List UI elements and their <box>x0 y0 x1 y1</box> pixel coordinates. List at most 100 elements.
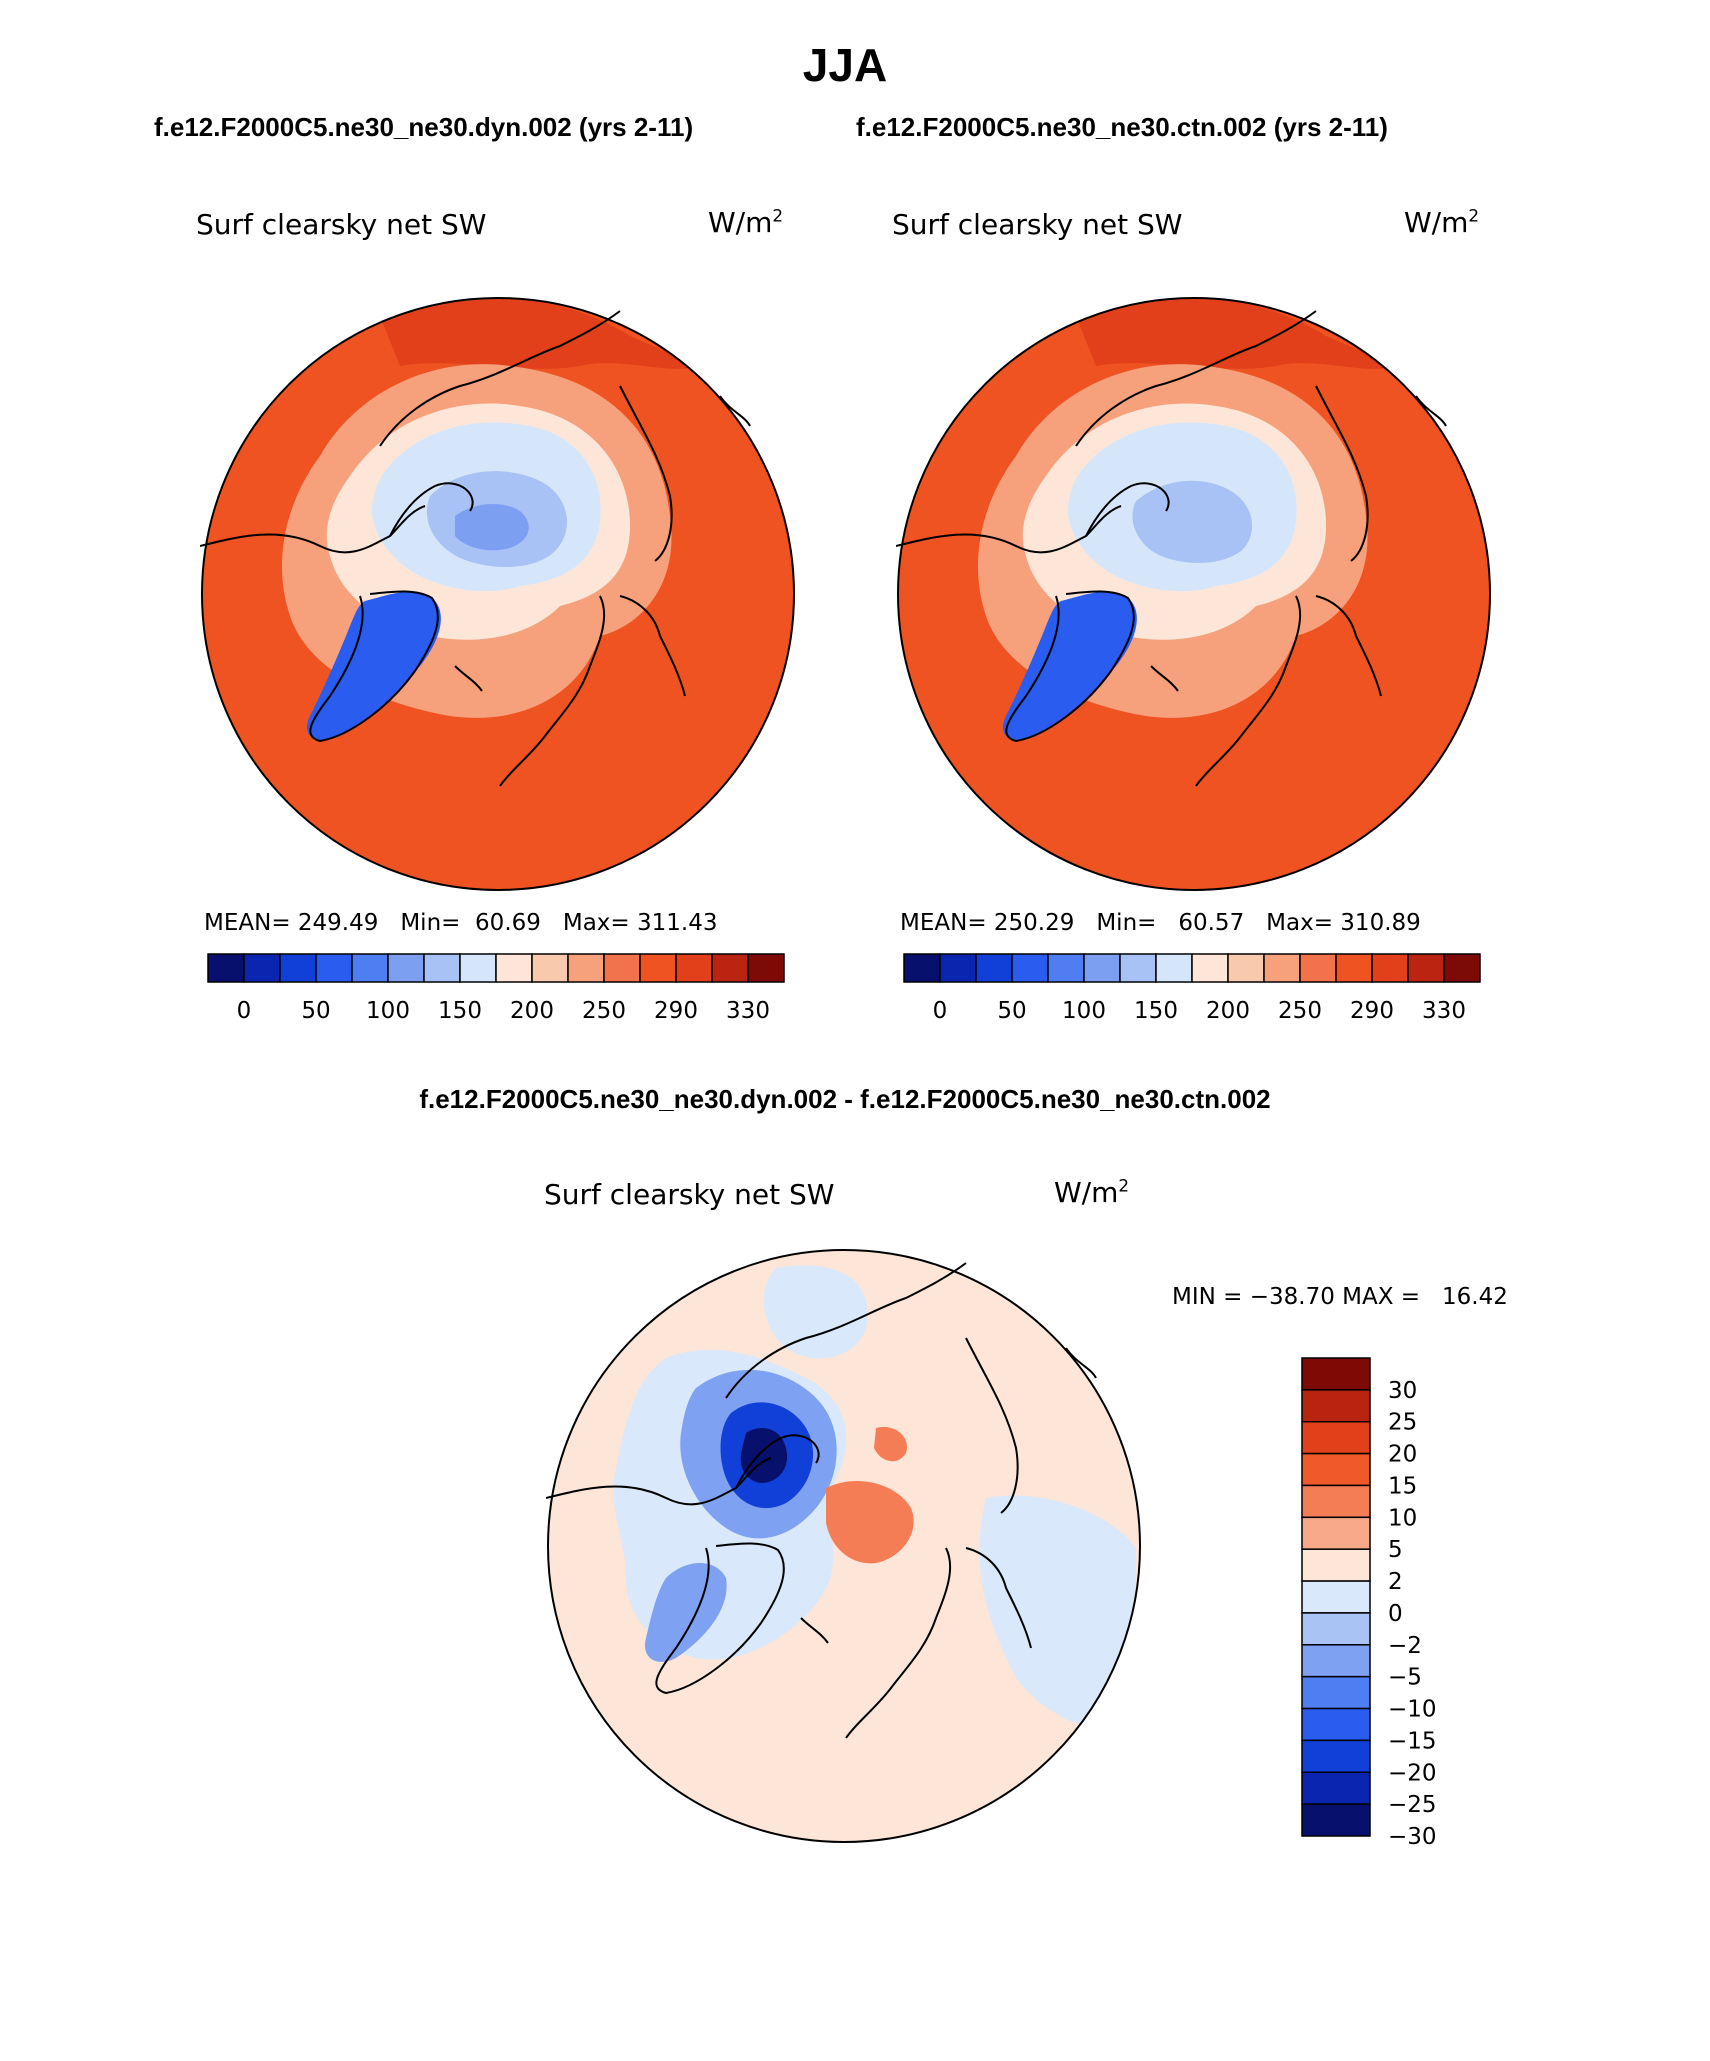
panel1-polar-map <box>200 297 795 891</box>
panel2-coastlines <box>896 310 1447 787</box>
colorbar-box <box>1301 1580 1371 1614</box>
panel2-max-value: 310.89 <box>1340 910 1421 936</box>
panel1-colorbar: 0 50 100 150 200 250 290 330 <box>207 953 785 1024</box>
panel2-polar-map <box>896 297 1491 891</box>
colorbar-tick-label: 150 <box>1134 998 1178 1024</box>
colorbar-box <box>1301 1357 1371 1391</box>
diff-field-light-blue-3 <box>979 1495 1136 1731</box>
colorbar-box <box>1301 1389 1371 1423</box>
colorbar-box <box>1301 1803 1371 1837</box>
panel1-mean-label: MEAN= <box>204 910 291 936</box>
colorbar-box <box>1301 1612 1371 1646</box>
colorbar-box <box>1083 953 1121 983</box>
colorbar-tick-label: 30 <box>1388 1378 1417 1404</box>
colorbar-tick-label: 15 <box>1388 1473 1417 1499</box>
panel1-min-label: Min= <box>400 910 461 936</box>
colorbar-box <box>243 953 281 983</box>
colorbar-tick-label: −25 <box>1388 1792 1437 1818</box>
colorbar-box <box>1301 1548 1371 1582</box>
colorbar-tick-label: −20 <box>1388 1760 1437 1786</box>
colorbar-box <box>1263 953 1301 983</box>
colorbar-tick-label: 290 <box>654 998 698 1024</box>
colorbar-box <box>747 953 785 983</box>
colorbar-tick-label: −30 <box>1388 1824 1437 1846</box>
colorbar-box <box>207 953 245 983</box>
panel2-colorbar: 0 50 100 150 200 250 290 330 <box>903 953 1481 1024</box>
colorbar-box <box>495 953 533 983</box>
colorbar-box <box>1191 953 1229 983</box>
colorbar-box <box>1011 953 1049 983</box>
colorbar-tick-label: −10 <box>1388 1697 1437 1723</box>
diff-units-base: W/m <box>1054 1176 1119 1209</box>
diff-field-red-2 <box>874 1427 907 1462</box>
colorbar-tick-label: 50 <box>301 998 330 1024</box>
colorbar-tick-label: 50 <box>997 998 1026 1024</box>
colorbar-tick-label: −2 <box>1388 1633 1422 1659</box>
colorbar-box <box>1301 1484 1371 1519</box>
panel1-variable-label: Surf clearsky net SW <box>196 208 487 241</box>
diff-coastlines <box>546 1262 1097 1739</box>
colorbar-box <box>1301 1739 1371 1774</box>
colorbar-tick-label: 5 <box>1388 1537 1403 1563</box>
colorbar-box <box>1335 953 1373 983</box>
colorbar-box <box>1301 1675 1371 1710</box>
panel2-units: W/m2 <box>1404 206 1479 239</box>
colorbar-box <box>603 953 641 983</box>
colorbar-box <box>711 953 749 983</box>
panel2-min-value: 60.57 <box>1178 910 1245 936</box>
panel1-stats: MEAN= 249.49 Min= 60.69 Max= 311.43 <box>204 910 717 936</box>
colorbar-tick-label: 0 <box>1388 1601 1403 1627</box>
colorbar-box <box>1301 1420 1371 1455</box>
page-title: JJA <box>802 39 888 91</box>
colorbar-box <box>279 953 317 983</box>
colorbar-tick-label: 250 <box>1278 998 1322 1024</box>
panel1-units-base: W/m <box>708 206 773 239</box>
colorbar-tick-label: 290 <box>1350 998 1394 1024</box>
colorbar-tick-label: 200 <box>1206 998 1250 1024</box>
panel2-field-ice2 <box>1132 480 1253 563</box>
colorbar-tick-label: 10 <box>1388 1505 1417 1531</box>
colorbar-box <box>1371 953 1409 983</box>
colorbar-tick-label: −5 <box>1388 1665 1422 1691</box>
colorbar-box <box>423 953 461 983</box>
panel2-min-label: Min= <box>1096 910 1157 936</box>
panel2-field-dark-band <box>1076 298 1396 369</box>
colorbar-box <box>675 953 713 983</box>
colorbar-box <box>1155 953 1193 983</box>
colorbar-box <box>315 953 353 983</box>
panel2-greenland <box>1002 591 1137 740</box>
panel1-field-ice3 <box>455 504 529 551</box>
panel1-units-exponent: 2 <box>772 205 784 226</box>
diff-map-border <box>547 1249 1141 1843</box>
colorbar-box <box>975 953 1013 983</box>
diff-field-light-blue-1 <box>763 1265 868 1359</box>
colorbar-tick-label: 330 <box>726 998 770 1024</box>
panel1-greenland <box>306 591 441 740</box>
colorbar-tick-label: −15 <box>1388 1728 1437 1754</box>
colorbar-tick-label: 100 <box>366 998 410 1024</box>
colorbar-tick-label: 0 <box>237 998 252 1024</box>
colorbar-box <box>1301 1707 1371 1742</box>
colorbar-box <box>903 953 941 983</box>
diff-field-red-1 <box>826 1480 914 1564</box>
panel2-map-fill <box>898 298 1490 890</box>
right-case-title: f.e12.F2000C5.ne30_ne30.ctn.002 (yrs 2-1… <box>856 112 1388 142</box>
panel2-max-label: Max= <box>1266 910 1333 936</box>
colorbar-box <box>1301 1516 1371 1550</box>
colorbar-box <box>1301 1644 1371 1678</box>
colorbar-tick-label: 200 <box>510 998 554 1024</box>
colorbar-box <box>1299 953 1337 983</box>
colorbar-box <box>567 953 605 983</box>
panel1-mean-value: 249.49 <box>297 910 379 936</box>
panel1-max-label: Max= <box>562 910 630 936</box>
colorbar-box <box>1047 953 1085 983</box>
colorbar-tick-label: 0 <box>933 998 948 1024</box>
diff-variable-label: Surf clearsky net SW <box>544 1178 835 1211</box>
colorbar-tick-label: 100 <box>1062 998 1106 1024</box>
colorbar-tick-label: 25 <box>1388 1410 1417 1436</box>
panel1-map-border <box>201 297 795 891</box>
panel1-max-value: 311.43 <box>636 910 718 936</box>
left-case-title: f.e12.F2000C5.ne30_ne30.dyn.002 (yrs 2-1… <box>154 112 694 142</box>
colorbar-box <box>531 953 569 983</box>
diff-units-exponent: 2 <box>1118 1175 1130 1196</box>
